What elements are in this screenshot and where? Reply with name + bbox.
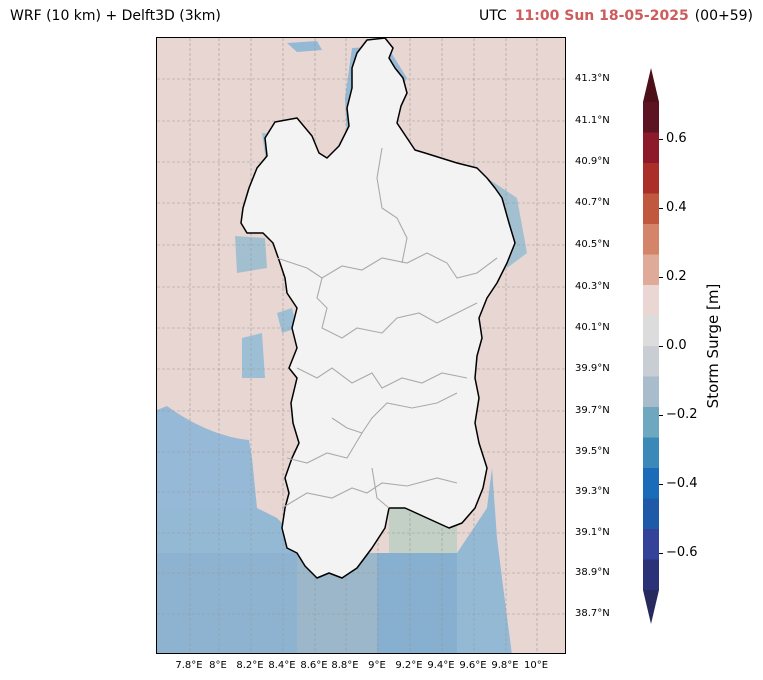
colorbar-segment — [643, 102, 659, 133]
lon-label: 8°E — [209, 660, 227, 671]
lat-label: 41.3°N — [575, 73, 610, 84]
map-canvas — [157, 38, 565, 653]
colorbar-tick: −0.6 — [659, 545, 698, 560]
lat-label: 39.7°N — [575, 405, 610, 416]
lat-label: 40.7°N — [575, 197, 610, 208]
colorbar-segment — [643, 498, 659, 530]
colorbar-extend-max — [643, 68, 659, 102]
lat-label: 39.9°N — [575, 363, 610, 374]
colorbar-segment — [643, 254, 659, 286]
province-boundaries — [276, 147, 498, 509]
colorbar-tick: 0.6 — [659, 131, 687, 146]
colorbar-segment — [643, 132, 659, 164]
colorbar-tick: 0.4 — [659, 200, 687, 215]
colorbar-segment — [643, 407, 659, 438]
colorbar-segment — [643, 529, 659, 560]
lat-label: 41.1°N — [575, 115, 610, 126]
lead-time: (00+59) — [694, 8, 753, 24]
lat-label: 40.1°N — [575, 322, 610, 333]
lon-label: 8.4°E — [268, 660, 296, 671]
colorbar-segment — [643, 315, 659, 347]
lon-label: 8.2°E — [236, 660, 264, 671]
lat-label: 39.5°N — [575, 446, 610, 457]
lon-label: 9.6°E — [459, 660, 487, 671]
colorbar-segment — [643, 224, 659, 255]
lat-label: 39.3°N — [575, 486, 610, 497]
lon-label: 9.4°E — [427, 660, 455, 671]
colorbar-tick: 0.0 — [659, 338, 687, 353]
lon-label: 10°E — [523, 660, 549, 671]
lat-label: 38.9°N — [575, 567, 610, 578]
colorbar-segment — [643, 163, 659, 194]
lat-label: 40.9°N — [575, 156, 610, 167]
forecast-time: 11:00 Sun 18-05-2025 — [514, 8, 689, 24]
colorbar-tick: −0.4 — [659, 476, 698, 491]
colorbar — [643, 68, 659, 624]
lon-label: 9°E — [368, 660, 386, 671]
storm-surge-map — [156, 37, 566, 654]
lon-label: 9.2°E — [395, 660, 423, 671]
lat-label: 40.3°N — [575, 281, 610, 292]
lat-label: 40.5°N — [575, 239, 610, 250]
colorbar-tick: 0.2 — [659, 269, 687, 284]
colorbar-segment — [643, 285, 659, 316]
colorbar-segment — [643, 376, 659, 408]
lat-label: 38.7°N — [575, 608, 610, 619]
colorbar-segment — [643, 193, 659, 225]
colorbar-label: Storm Surge [m] — [704, 283, 722, 409]
lon-label: 7.8°E — [175, 660, 203, 671]
lon-label: 8.6°E — [300, 660, 328, 671]
utc-label: UTC — [479, 8, 507, 24]
colorbar-extend-min — [643, 590, 659, 624]
forecast-time-title: UTC 11:00 Sun 18-05-2025 (00+59) — [479, 8, 753, 24]
model-title: WRF (10 km) + Delft3D (3km) — [10, 8, 221, 24]
lon-label: 8.8°E — [331, 660, 359, 671]
colorbar-segment — [643, 468, 659, 499]
colorbar-tick: −0.2 — [659, 407, 698, 422]
colorbar-segment — [643, 346, 659, 377]
lat-label: 39.1°N — [575, 527, 610, 538]
lon-label: 9.8°E — [491, 660, 519, 671]
colorbar-segment — [643, 437, 659, 469]
sardinia-coastline — [240, 38, 516, 579]
colorbar-segment — [643, 559, 659, 591]
